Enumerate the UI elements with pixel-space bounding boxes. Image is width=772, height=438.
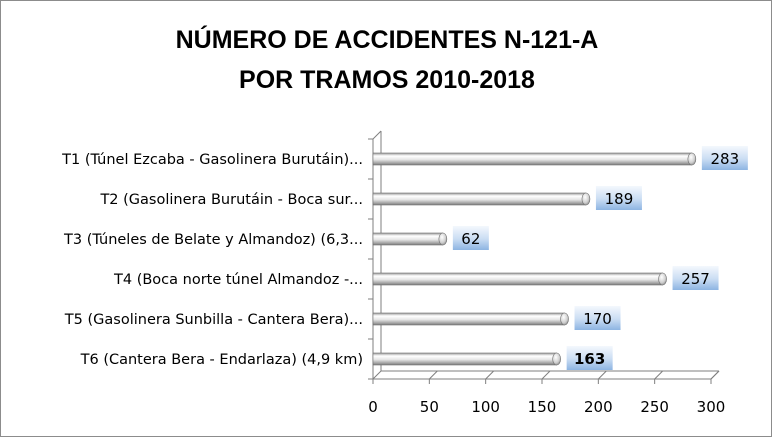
x-tick-floor [485, 370, 495, 380]
bar-cap [687, 152, 697, 166]
data-label: 283 [711, 150, 740, 168]
bar [372, 352, 557, 366]
data-label-box [595, 186, 642, 210]
bar-cap [581, 192, 591, 206]
category-label: T3 (Túneles de Belate y Almandoz) (6,3..… [63, 232, 363, 248]
bar [372, 152, 693, 166]
data-label-box [566, 346, 613, 370]
x-tick-floor [654, 370, 664, 380]
bar-cap [560, 312, 569, 326]
bar-group [372, 152, 697, 166]
axis-wall-top [372, 130, 382, 140]
x-tick-label: 150 [528, 398, 557, 416]
bar [372, 312, 565, 326]
bar-cap [438, 232, 448, 246]
bar-cap [658, 272, 667, 286]
x-tick-floor [428, 370, 438, 380]
x-tick-label: 0 [368, 398, 378, 416]
category-label: T5 (Gasolinera Sunbilla - Cantera Bera).… [64, 312, 363, 328]
x-tick-label: 300 [697, 398, 726, 416]
bar-group [372, 192, 591, 206]
x-tick-label: 100 [471, 398, 500, 416]
data-label-box [672, 266, 719, 290]
category-label: T2 (Gasolinera Burutáin - Boca sur... [99, 192, 363, 208]
bar-cap [552, 352, 561, 366]
category-label: T1 (Túnel Ezcaba - Gasolinera Burutáin).… [61, 152, 363, 168]
data-label: 257 [681, 270, 710, 288]
data-label: 170 [583, 310, 612, 328]
chart-title-line-1: NÚMERO DE ACCIDENTES N-121-A [176, 24, 599, 54]
x-tick-floor [710, 370, 720, 380]
bar-group [372, 352, 561, 366]
bar [372, 272, 663, 286]
bar-group [372, 312, 569, 326]
x-tick-floor [597, 370, 607, 380]
data-label-box [574, 306, 621, 330]
bar [372, 232, 444, 246]
x-tick-label: 200 [584, 398, 613, 416]
category-label: T4 (Boca norte túnel Almandoz -... [113, 272, 363, 288]
x-tick-label: 50 [420, 398, 439, 416]
data-label-box [452, 226, 489, 250]
bar-group [372, 232, 448, 246]
data-label: 62 [461, 230, 480, 248]
data-label: 189 [605, 190, 634, 208]
x-tick-label: 250 [640, 398, 669, 416]
data-label-box [701, 146, 748, 170]
x-tick-floor [541, 370, 551, 380]
category-label: T6 (Cantera Bera - Endarlaza) (4,9 km) [80, 352, 363, 368]
bar-group [372, 272, 667, 286]
data-label: 163 [574, 350, 605, 368]
x-tick-floor [372, 370, 382, 380]
chart-title-line-2: POR TRAMOS 2010-2018 [239, 66, 535, 94]
bar [372, 192, 587, 206]
